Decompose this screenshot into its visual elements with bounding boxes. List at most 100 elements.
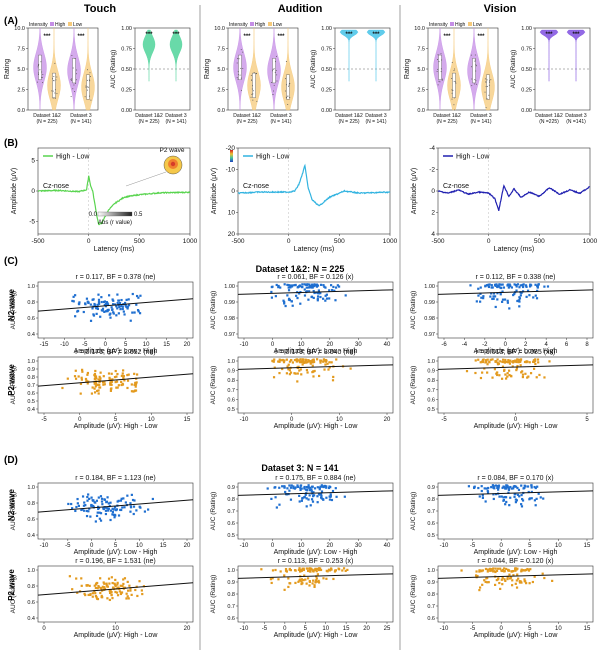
- significance-stars: ***: [172, 32, 180, 38]
- scatter-point: [82, 310, 85, 314]
- scatter-point: [87, 593, 90, 597]
- scatter-point: [497, 484, 501, 487]
- scatter-point: [491, 297, 494, 301]
- scatter-point: [305, 505, 308, 508]
- scatter-point: [492, 292, 496, 295]
- erp-axis-title-y: Amplitude (μV): [211, 168, 218, 214]
- scatter-point: [308, 570, 311, 573]
- violin-point: [442, 78, 444, 80]
- scatter-point: [295, 294, 298, 297]
- scatter-point: [110, 380, 114, 383]
- scatter-point: [311, 361, 314, 364]
- violin-point: [437, 58, 439, 60]
- scatter-point: [289, 498, 293, 501]
- scatter-point: [335, 495, 338, 498]
- scatter-point: [316, 573, 319, 576]
- scatter-point: [80, 378, 83, 381]
- scatter-point: [71, 507, 74, 510]
- scatter-point: [304, 488, 308, 491]
- scatter-point: [505, 484, 508, 487]
- scatter-point: [278, 503, 281, 506]
- scatter-point: [290, 484, 293, 487]
- y-tick-label: 4: [431, 231, 435, 238]
- scatter-axes-frame: [237, 281, 394, 339]
- y-tick-label: 0: [431, 188, 435, 195]
- scatter-point: [75, 577, 78, 580]
- violin-point: [54, 92, 56, 94]
- scatter-point: [495, 569, 499, 573]
- scatter-point: [316, 299, 319, 302]
- rating-tick-label: 10.0: [14, 26, 25, 32]
- scatter-point: [532, 367, 536, 370]
- scatter-point: [311, 364, 314, 367]
- y-tick-label: 1.0: [427, 359, 435, 365]
- scatter-point: [112, 299, 115, 302]
- scatter-point: [501, 486, 504, 489]
- scatter-point: [134, 385, 137, 388]
- scatter-point: [112, 311, 115, 314]
- scatter-point: [274, 496, 277, 499]
- y-tick-label: 1.00: [224, 284, 235, 290]
- scatter-point: [116, 500, 119, 503]
- auc-tick-label: 0.25: [321, 88, 332, 94]
- scatter-point: [90, 503, 93, 507]
- significance-stars: ***: [345, 32, 353, 38]
- scatter-point: [291, 304, 294, 307]
- scatter-point: [93, 372, 97, 376]
- scatter-point: [130, 383, 133, 386]
- scatter-point: [325, 359, 328, 362]
- scatter-point: [309, 567, 312, 570]
- scatter-point: [94, 592, 97, 595]
- scatter-point: [331, 288, 334, 292]
- scatter-point: [127, 589, 130, 592]
- scatter-point: [273, 358, 276, 361]
- violin-point: [238, 58, 240, 60]
- scatter-point: [331, 489, 335, 493]
- x-tick-label: 15: [584, 543, 591, 549]
- scatter-point: [474, 574, 478, 577]
- legend-label: High - Low: [56, 154, 90, 161]
- scatter-point: [308, 486, 312, 489]
- scatter-point: [496, 361, 499, 364]
- violin-point: [56, 76, 58, 78]
- scatter-point: [282, 359, 285, 362]
- violin-point: [454, 109, 456, 111]
- scatter-point: [539, 496, 542, 499]
- scatter-point: [279, 570, 282, 573]
- auc-violin: [339, 29, 359, 82]
- x-tick-label: 15: [163, 342, 170, 348]
- scatter-point: [109, 589, 112, 592]
- scatter-point: [525, 285, 528, 288]
- scatter-point: [490, 568, 493, 571]
- scatter-point: [305, 283, 308, 286]
- scatter-point: [126, 595, 129, 598]
- scatter-point: [92, 298, 95, 301]
- violin-point: [475, 80, 477, 82]
- y-tick-label: 0.8: [427, 497, 435, 503]
- scatter-point: [137, 310, 140, 313]
- scatter-point: [74, 315, 77, 318]
- scatter-point: [103, 582, 106, 585]
- scatter-axis-title-y: AUC (Rating): [10, 492, 17, 531]
- scatter-point: [517, 359, 521, 362]
- y-tick-label: -10: [226, 167, 236, 174]
- scatter-point: [310, 490, 313, 493]
- y-tick-label: 1.00: [424, 284, 435, 290]
- scatter-point: [508, 362, 512, 365]
- scatter-point: [87, 301, 90, 304]
- regression-line: [237, 289, 394, 295]
- y-tick-label: 0.9: [227, 485, 235, 491]
- violin-point: [275, 69, 277, 71]
- scatter-point: [109, 312, 112, 315]
- significance-stars: ***: [477, 34, 485, 40]
- scatter-point: [106, 496, 109, 499]
- rating-axis-title: Rating: [204, 59, 211, 79]
- scatter-point: [104, 512, 108, 516]
- scatter-point: [491, 286, 494, 289]
- scatter-point: [506, 361, 510, 364]
- scatter-point: [298, 567, 301, 570]
- scatter-point: [526, 289, 530, 292]
- violin-point: [74, 58, 76, 60]
- x-tick-label: 2: [524, 342, 528, 348]
- scatter-point: [534, 283, 537, 286]
